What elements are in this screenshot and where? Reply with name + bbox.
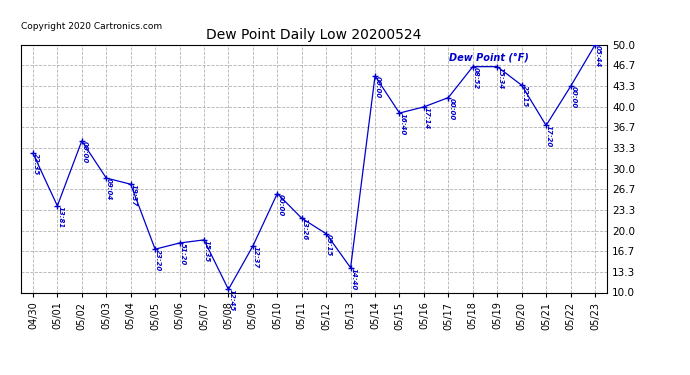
Text: 14:40: 14:40 bbox=[351, 268, 357, 290]
Text: Copyright 2020 Cartronics.com: Copyright 2020 Cartronics.com bbox=[21, 22, 162, 31]
Text: 17:20: 17:20 bbox=[546, 125, 552, 148]
Text: 15:34: 15:34 bbox=[497, 67, 503, 89]
Text: 23:20: 23:20 bbox=[155, 249, 161, 272]
Text: 00:00: 00:00 bbox=[277, 194, 284, 216]
Text: 00:00: 00:00 bbox=[448, 98, 454, 120]
Text: 17:14: 17:14 bbox=[424, 107, 430, 129]
Text: 00:00: 00:00 bbox=[375, 76, 381, 98]
Text: 16:40: 16:40 bbox=[400, 113, 406, 135]
Title: Dew Point Daily Low 20200524: Dew Point Daily Low 20200524 bbox=[206, 28, 422, 42]
Text: 12:45: 12:45 bbox=[228, 290, 235, 312]
Text: 09:04: 09:04 bbox=[106, 178, 112, 200]
Text: 22:35: 22:35 bbox=[33, 153, 39, 176]
Text: 22:15: 22:15 bbox=[522, 85, 528, 108]
Text: 19:37: 19:37 bbox=[130, 184, 137, 207]
Text: 09:15: 09:15 bbox=[326, 234, 332, 256]
Text: 05:44: 05:44 bbox=[595, 45, 601, 67]
Text: 13:81: 13:81 bbox=[57, 206, 63, 228]
Text: 15:35: 15:35 bbox=[204, 240, 210, 262]
Text: 51:20: 51:20 bbox=[179, 243, 186, 265]
Text: 13:26: 13:26 bbox=[302, 218, 308, 240]
Text: 12:37: 12:37 bbox=[253, 246, 259, 268]
Text: 08:52: 08:52 bbox=[473, 67, 479, 89]
Text: 00:00: 00:00 bbox=[82, 141, 88, 163]
Text: 00:00: 00:00 bbox=[571, 87, 577, 109]
Text: Dew Point (°F): Dew Point (°F) bbox=[448, 53, 529, 62]
